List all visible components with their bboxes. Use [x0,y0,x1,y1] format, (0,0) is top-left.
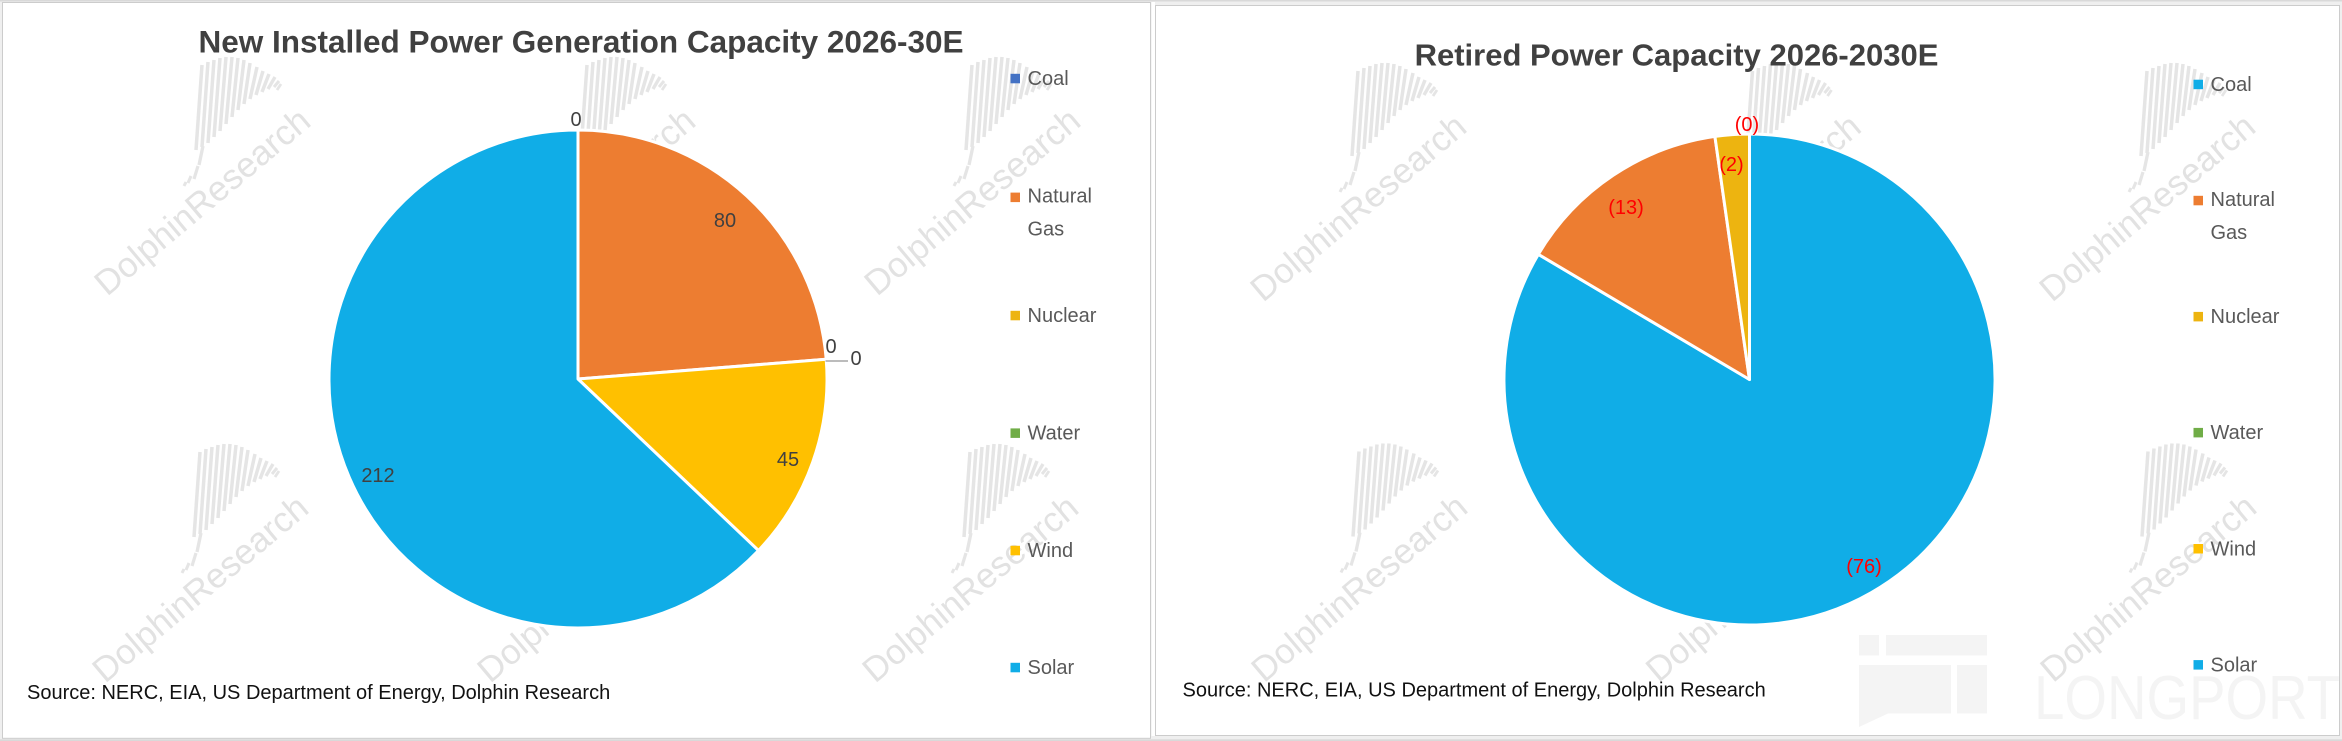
svg-text:Nuclear: Nuclear [1028,305,1097,327]
svg-text:Wind: Wind [1028,540,1074,562]
svg-text:(13): (13) [1608,197,1644,219]
svg-text:(2): (2) [1719,154,1743,176]
svg-text:New Installed Power Generation: New Installed Power Generation Capacity … [198,24,963,60]
svg-text:Source: NERC, EIA, US Departme: Source: NERC, EIA, US Department of Ener… [1183,680,1766,702]
svg-text:Solar: Solar [2211,654,2258,676]
svg-text:Water: Water [2211,422,2264,444]
svg-text:80: 80 [714,210,736,232]
svg-text:0: 0 [570,109,581,131]
svg-text:(0): (0) [1735,114,1759,136]
svg-text:Natural: Natural [2211,189,2275,211]
svg-text:Gas: Gas [2211,222,2248,244]
svg-text:Source: NERC, EIA, US Departme: Source: NERC, EIA, US Department of Ener… [27,682,610,704]
svg-text:Natural: Natural [1028,186,1092,208]
svg-text:0: 0 [825,336,836,358]
svg-text:Nuclear: Nuclear [2211,306,2280,328]
svg-text:Gas: Gas [1028,219,1065,241]
svg-text:Water: Water [1028,423,1081,445]
svg-text:(76): (76) [1846,556,1882,578]
svg-text:212: 212 [361,465,394,487]
svg-text:45: 45 [777,449,799,471]
svg-text:LONGPORT: LONGPORT [2034,664,2340,733]
svg-text:Coal: Coal [2211,74,2252,96]
svg-text:Wind: Wind [2211,538,2257,560]
svg-text:Retired Power Capacity 2026-20: Retired Power Capacity 2026-2030E [1415,38,1939,73]
svg-text:0: 0 [850,348,861,370]
svg-text:Coal: Coal [1028,68,1069,90]
svg-text:Solar: Solar [1028,657,1075,679]
